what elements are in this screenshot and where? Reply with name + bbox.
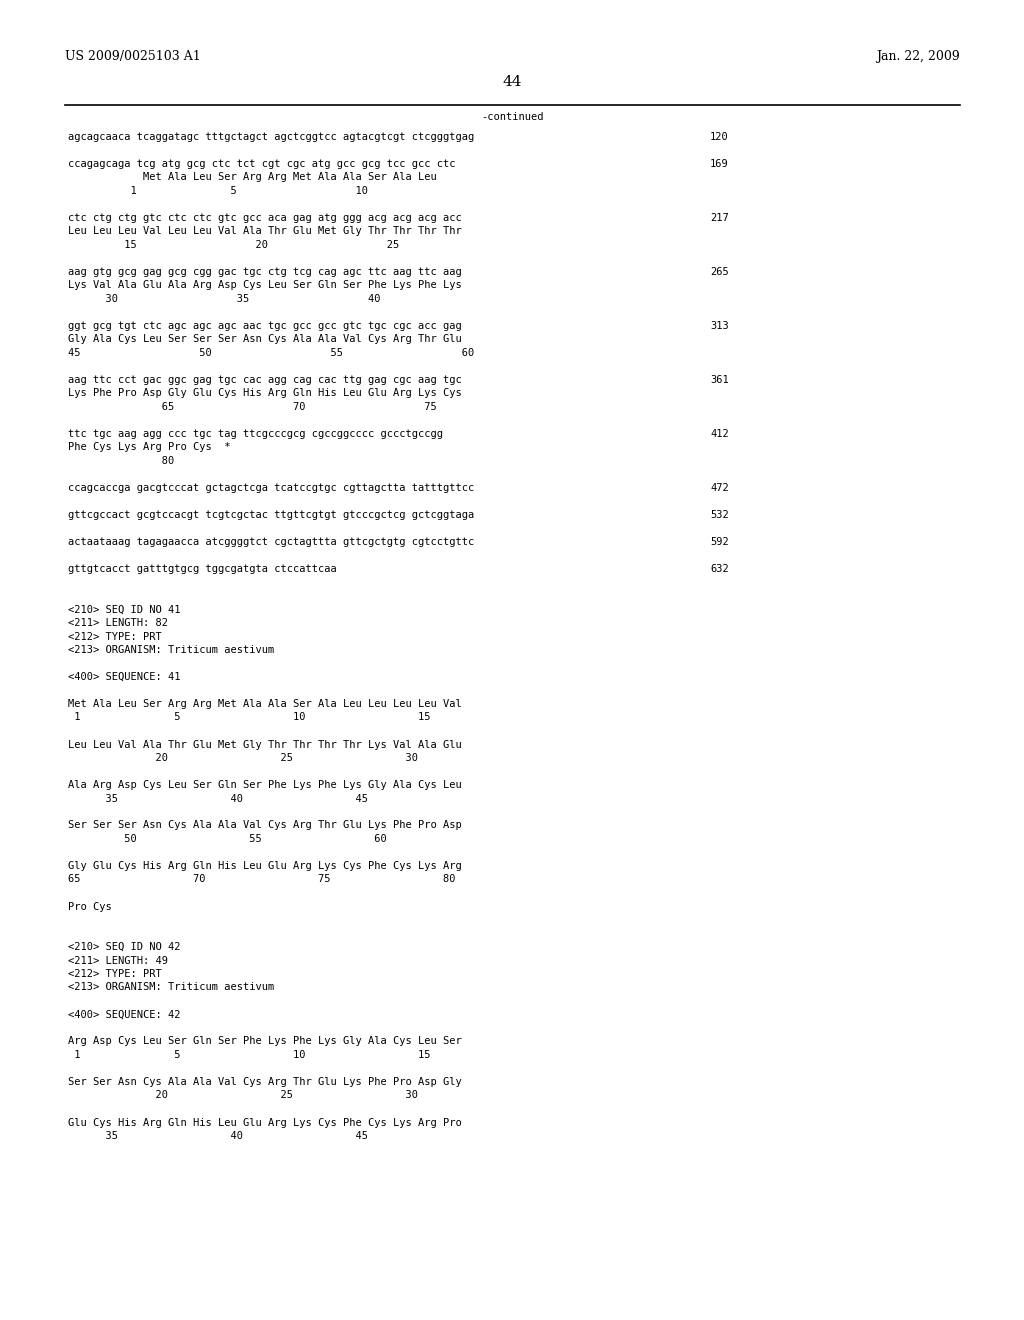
Text: 65                   70                   75: 65 70 75 bbox=[68, 403, 437, 412]
Text: <210> SEQ ID NO 42: <210> SEQ ID NO 42 bbox=[68, 942, 180, 952]
Text: 1               5                  10                  15: 1 5 10 15 bbox=[68, 713, 430, 722]
Text: Leu Leu Leu Val Leu Leu Val Ala Thr Glu Met Gly Thr Thr Thr Thr: Leu Leu Leu Val Leu Leu Val Ala Thr Glu … bbox=[68, 227, 462, 236]
Text: 532: 532 bbox=[710, 510, 729, 520]
Text: <213> ORGANISM: Triticum aestivum: <213> ORGANISM: Triticum aestivum bbox=[68, 645, 274, 655]
Text: 217: 217 bbox=[710, 213, 729, 223]
Text: Gly Ala Cys Leu Ser Ser Ser Asn Cys Ala Ala Val Cys Arg Thr Glu: Gly Ala Cys Leu Ser Ser Ser Asn Cys Ala … bbox=[68, 334, 462, 345]
Text: Arg Asp Cys Leu Ser Gln Ser Phe Lys Phe Lys Gly Ala Cys Leu Ser: Arg Asp Cys Leu Ser Gln Ser Phe Lys Phe … bbox=[68, 1036, 462, 1047]
Text: <212> TYPE: PRT: <212> TYPE: PRT bbox=[68, 969, 162, 979]
Text: 80: 80 bbox=[68, 455, 174, 466]
Text: Lys Phe Pro Asp Gly Glu Cys His Arg Gln His Leu Glu Arg Lys Cys: Lys Phe Pro Asp Gly Glu Cys His Arg Gln … bbox=[68, 388, 462, 399]
Text: Lys Val Ala Glu Ala Arg Asp Cys Leu Ser Gln Ser Phe Lys Phe Lys: Lys Val Ala Glu Ala Arg Asp Cys Leu Ser … bbox=[68, 281, 462, 290]
Text: 1               5                  10                  15: 1 5 10 15 bbox=[68, 1049, 430, 1060]
Text: Ser Ser Ser Asn Cys Ala Ala Val Cys Arg Thr Glu Lys Phe Pro Asp: Ser Ser Ser Asn Cys Ala Ala Val Cys Arg … bbox=[68, 821, 462, 830]
Text: -continued: -continued bbox=[480, 112, 544, 121]
Text: 120: 120 bbox=[710, 132, 729, 143]
Text: 50                  55                  60: 50 55 60 bbox=[68, 834, 387, 843]
Text: aag gtg gcg gag gcg cgg gac tgc ctg tcg cag agc ttc aag ttc aag: aag gtg gcg gag gcg cgg gac tgc ctg tcg … bbox=[68, 267, 462, 277]
Text: gttcgccact gcgtccacgt tcgtcgctac ttgttcgtgt gtcccgctcg gctcggtaga: gttcgccact gcgtccacgt tcgtcgctac ttgttcg… bbox=[68, 510, 474, 520]
Text: Glu Cys His Arg Gln His Leu Glu Arg Lys Cys Phe Cys Lys Arg Pro: Glu Cys His Arg Gln His Leu Glu Arg Lys … bbox=[68, 1118, 462, 1127]
Text: Gly Glu Cys His Arg Gln His Leu Glu Arg Lys Cys Phe Cys Lys Arg: Gly Glu Cys His Arg Gln His Leu Glu Arg … bbox=[68, 861, 462, 871]
Text: ttc tgc aag agg ccc tgc tag ttcgcccgcg cgccggcccc gccctgccgg: ttc tgc aag agg ccc tgc tag ttcgcccgcg c… bbox=[68, 429, 443, 440]
Text: 1               5                   10: 1 5 10 bbox=[68, 186, 368, 195]
Text: <210> SEQ ID NO 41: <210> SEQ ID NO 41 bbox=[68, 605, 180, 615]
Text: Ala Arg Asp Cys Leu Ser Gln Ser Phe Lys Phe Lys Gly Ala Cys Leu: Ala Arg Asp Cys Leu Ser Gln Ser Phe Lys … bbox=[68, 780, 462, 789]
Text: 361: 361 bbox=[710, 375, 729, 385]
Text: Ser Ser Asn Cys Ala Ala Val Cys Arg Thr Glu Lys Phe Pro Asp Gly: Ser Ser Asn Cys Ala Ala Val Cys Arg Thr … bbox=[68, 1077, 462, 1086]
Text: 45                   50                   55                   60: 45 50 55 60 bbox=[68, 348, 474, 358]
Text: Jan. 22, 2009: Jan. 22, 2009 bbox=[877, 50, 961, 63]
Text: 472: 472 bbox=[710, 483, 729, 492]
Text: agcagcaaca tcaggatagc tttgctagct agctcggtcc agtacgtcgt ctcgggtgag: agcagcaaca tcaggatagc tttgctagct agctcgg… bbox=[68, 132, 474, 143]
Text: 265: 265 bbox=[710, 267, 729, 277]
Text: <213> ORGANISM: Triticum aestivum: <213> ORGANISM: Triticum aestivum bbox=[68, 982, 274, 993]
Text: ctc ctg ctg gtc ctc ctc gtc gcc aca gag atg ggg acg acg acg acc: ctc ctg ctg gtc ctc ctc gtc gcc aca gag … bbox=[68, 213, 462, 223]
Text: Met Ala Leu Ser Arg Arg Met Ala Ala Ser Ala Leu: Met Ala Leu Ser Arg Arg Met Ala Ala Ser … bbox=[68, 173, 437, 182]
Text: US 2009/0025103 A1: US 2009/0025103 A1 bbox=[65, 50, 201, 63]
Text: 30                   35                   40: 30 35 40 bbox=[68, 294, 381, 304]
Text: Leu Leu Val Ala Thr Glu Met Gly Thr Thr Thr Thr Lys Val Ala Glu: Leu Leu Val Ala Thr Glu Met Gly Thr Thr … bbox=[68, 739, 462, 750]
Text: aag ttc cct gac ggc gag tgc cac agg cag cac ttg gag cgc aag tgc: aag ttc cct gac ggc gag tgc cac agg cag … bbox=[68, 375, 462, 385]
Text: <400> SEQUENCE: 41: <400> SEQUENCE: 41 bbox=[68, 672, 180, 682]
Text: 632: 632 bbox=[710, 564, 729, 574]
Text: 313: 313 bbox=[710, 321, 729, 331]
Text: 20                  25                  30: 20 25 30 bbox=[68, 1090, 418, 1101]
Text: 20                  25                  30: 20 25 30 bbox=[68, 752, 418, 763]
Text: <211> LENGTH: 49: <211> LENGTH: 49 bbox=[68, 956, 168, 965]
Text: ggt gcg tgt ctc agc agc agc aac tgc gcc gcc gtc tgc cgc acc gag: ggt gcg tgt ctc agc agc agc aac tgc gcc … bbox=[68, 321, 462, 331]
Text: actaataaag tagagaacca atcggggtct cgctagttta gttcgctgtg cgtcctgttc: actaataaag tagagaacca atcggggtct cgctagt… bbox=[68, 537, 474, 546]
Text: Pro Cys: Pro Cys bbox=[68, 902, 112, 912]
Text: Phe Cys Lys Arg Pro Cys  *: Phe Cys Lys Arg Pro Cys * bbox=[68, 442, 230, 453]
Text: 592: 592 bbox=[710, 537, 729, 546]
Text: <400> SEQUENCE: 42: <400> SEQUENCE: 42 bbox=[68, 1010, 180, 1019]
Text: 65                  70                  75                  80: 65 70 75 80 bbox=[68, 874, 456, 884]
Text: ccagcaccga gacgtcccat gctagctcga tcatccgtgc cgttagctta tatttgttcc: ccagcaccga gacgtcccat gctagctcga tcatccg… bbox=[68, 483, 474, 492]
Text: ccagagcaga tcg atg gcg ctc tct cgt cgc atg gcc gcg tcc gcc ctc: ccagagcaga tcg atg gcg ctc tct cgt cgc a… bbox=[68, 158, 456, 169]
Text: 44: 44 bbox=[502, 75, 522, 88]
Text: 412: 412 bbox=[710, 429, 729, 440]
Text: gttgtcacct gatttgtgcg tggcgatgta ctccattcaa: gttgtcacct gatttgtgcg tggcgatgta ctccatt… bbox=[68, 564, 337, 574]
Text: 35                  40                  45: 35 40 45 bbox=[68, 793, 368, 804]
Text: <212> TYPE: PRT: <212> TYPE: PRT bbox=[68, 631, 162, 642]
Text: 169: 169 bbox=[710, 158, 729, 169]
Text: 35                  40                  45: 35 40 45 bbox=[68, 1131, 368, 1140]
Text: <211> LENGTH: 82: <211> LENGTH: 82 bbox=[68, 618, 168, 628]
Text: 15                   20                   25: 15 20 25 bbox=[68, 240, 399, 249]
Text: Met Ala Leu Ser Arg Arg Met Ala Ala Ser Ala Leu Leu Leu Leu Val: Met Ala Leu Ser Arg Arg Met Ala Ala Ser … bbox=[68, 700, 462, 709]
